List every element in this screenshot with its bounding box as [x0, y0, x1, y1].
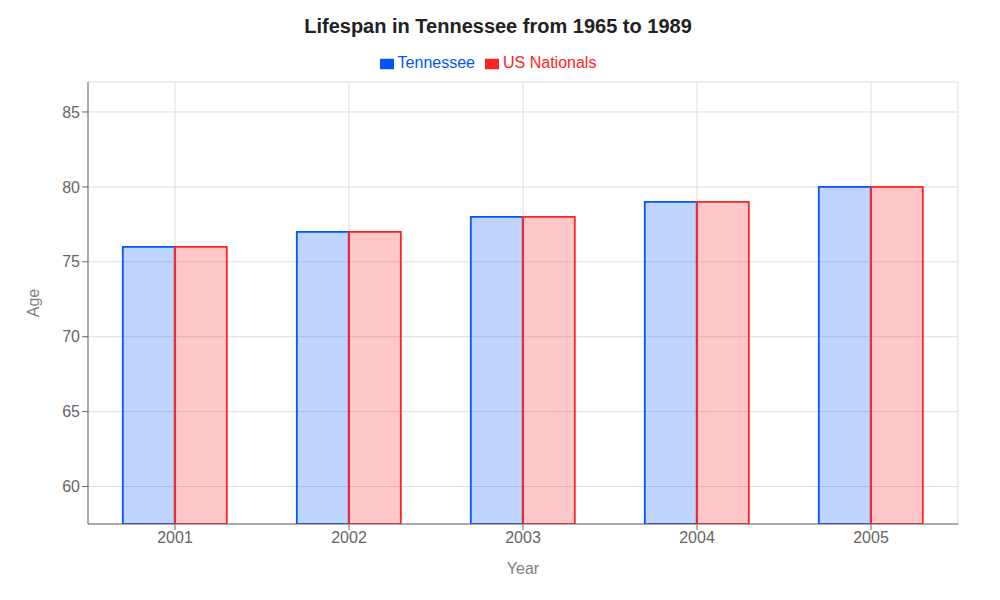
svg-text:85: 85: [62, 104, 80, 121]
svg-text:2003: 2003: [505, 529, 541, 546]
svg-text:Age: Age: [25, 289, 42, 318]
svg-text:2001: 2001: [157, 529, 193, 546]
svg-text:60: 60: [62, 478, 80, 495]
html-text:US Nationals: US Nationals: [503, 54, 597, 71]
html-text:Lifespan in Tennessee from 196: Lifespan in Tennessee from 1965 to 1989: [304, 15, 692, 37]
svg-text:Year: Year: [507, 560, 540, 577]
svg-text:65: 65: [62, 403, 80, 420]
svg-text:2002: 2002: [331, 529, 367, 546]
svg-text:80: 80: [62, 179, 80, 196]
svg-text:2004: 2004: [679, 529, 715, 546]
svg-text:75: 75: [62, 253, 80, 270]
html-text:Tennessee: Tennessee: [397, 54, 475, 71]
svg-text:70: 70: [62, 328, 80, 345]
svg-text:2005: 2005: [853, 529, 889, 546]
